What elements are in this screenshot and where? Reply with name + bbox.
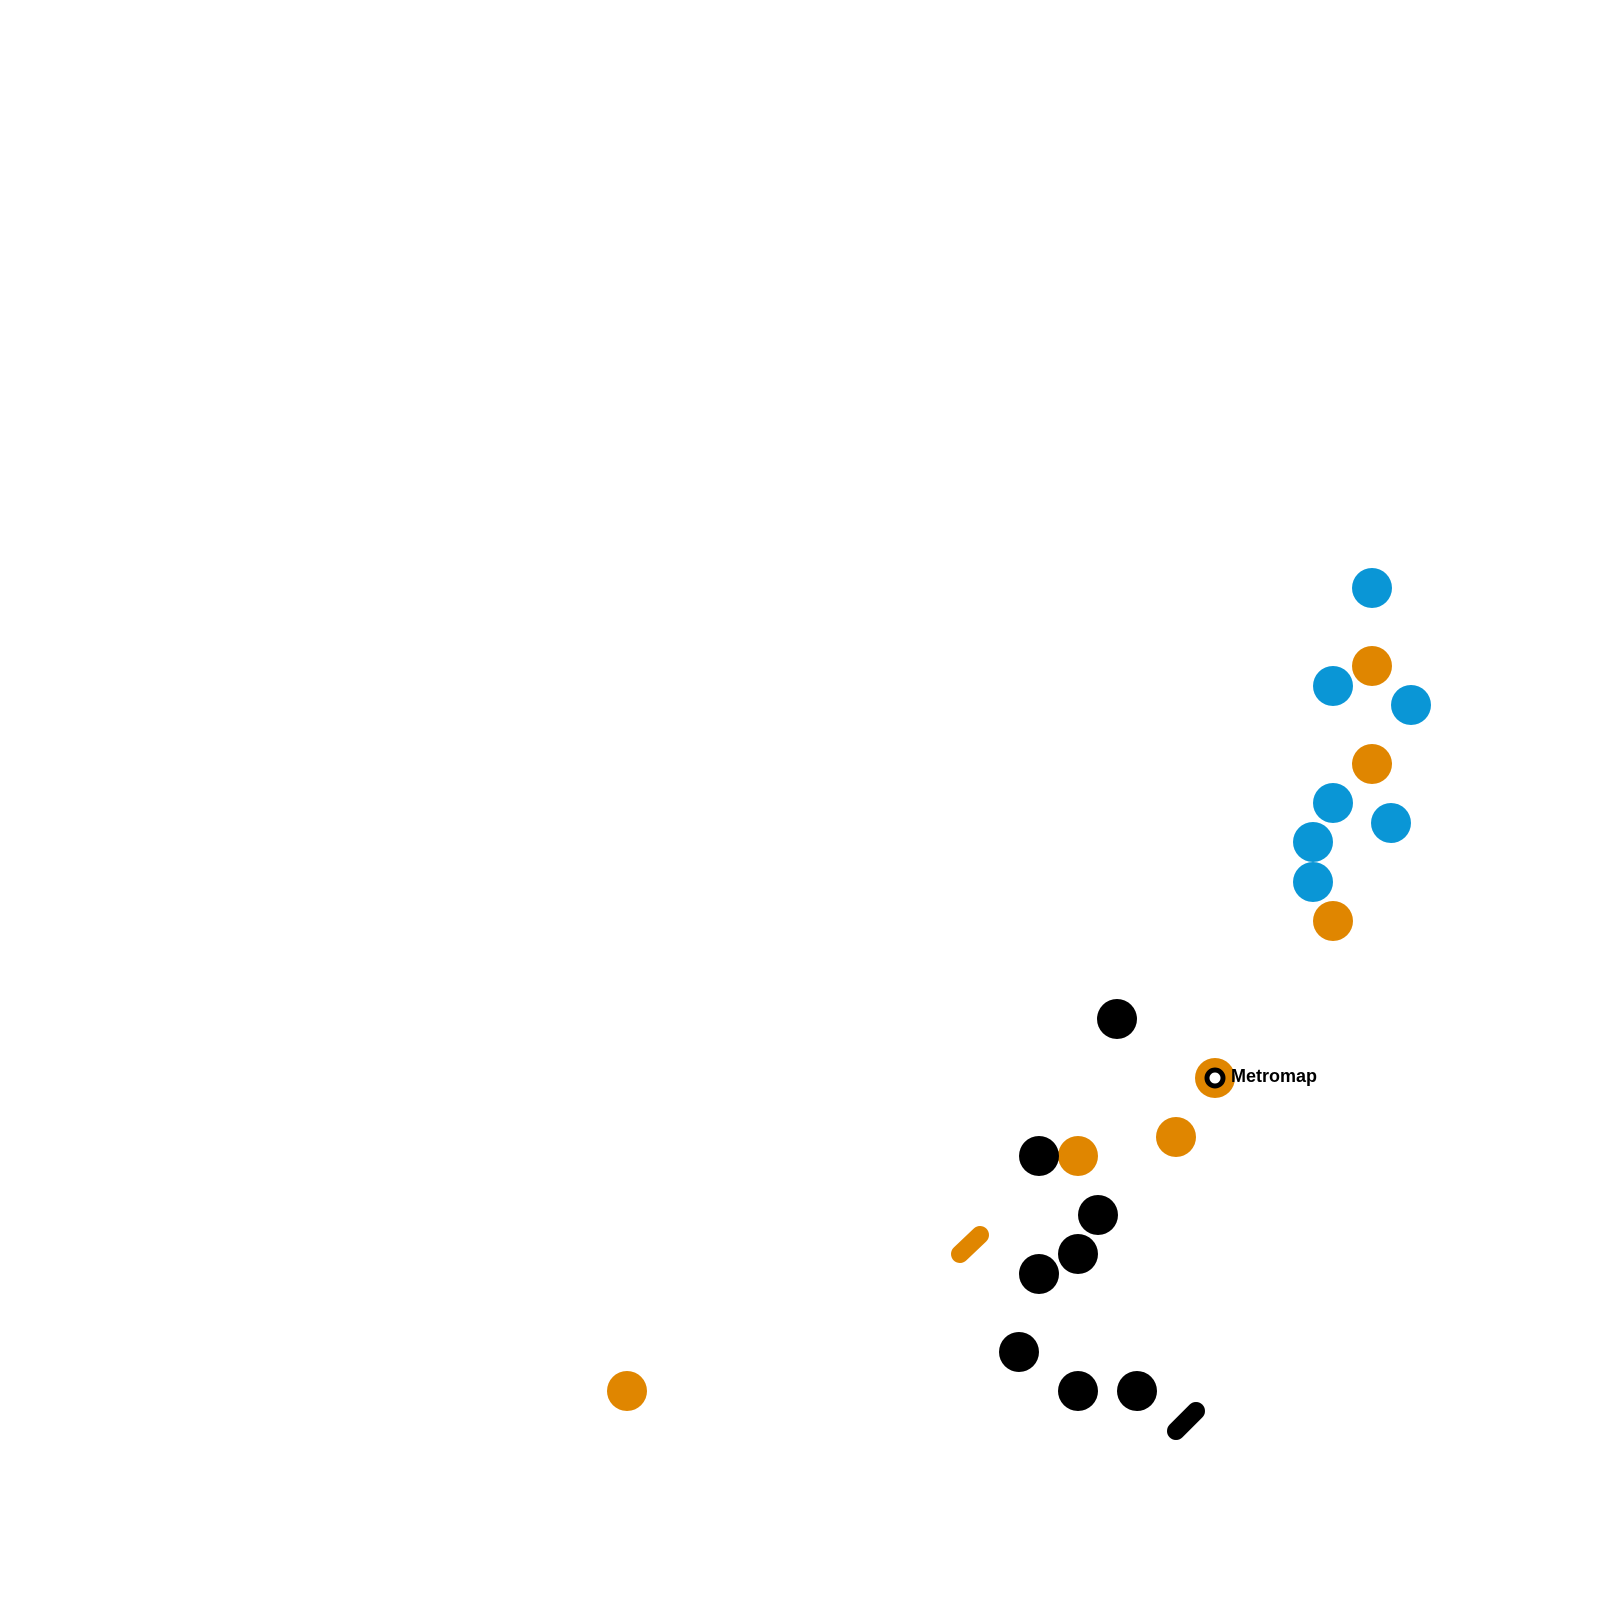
- black-stations: [999, 999, 1205, 1440]
- station-dot: [1019, 1136, 1059, 1176]
- station-dot: [1293, 862, 1333, 902]
- line-segment: [1167, 1402, 1205, 1440]
- station-label: Metromap: [1231, 1066, 1317, 1086]
- station-dot: [1313, 783, 1353, 823]
- line-segment: [951, 1226, 989, 1263]
- blue-stations: [1293, 568, 1431, 902]
- station-dot: [1313, 666, 1353, 706]
- labelled-station: Metromap: [1195, 1058, 1317, 1098]
- station-dot: [1391, 685, 1431, 725]
- station-dot: [999, 1332, 1039, 1372]
- station-dot: [1156, 1117, 1196, 1157]
- station-dot: [1078, 1195, 1118, 1235]
- station-dot: [1117, 1371, 1157, 1411]
- station-dot: [1371, 803, 1411, 843]
- orange-stations: [607, 646, 1392, 1411]
- station-dot: [1352, 568, 1392, 608]
- station-dot: [1097, 999, 1137, 1039]
- station-dot: [1352, 744, 1392, 784]
- station-marker-inner: [1204, 1067, 1226, 1089]
- station-dot: [1293, 822, 1333, 862]
- station-dot: [607, 1371, 647, 1411]
- station-dot: [1313, 901, 1353, 941]
- station-dot: [1352, 646, 1392, 686]
- station-dot: [1058, 1371, 1098, 1411]
- station-dot: [1058, 1234, 1098, 1274]
- station-dot: [1019, 1254, 1059, 1294]
- station-dot: [1058, 1136, 1098, 1176]
